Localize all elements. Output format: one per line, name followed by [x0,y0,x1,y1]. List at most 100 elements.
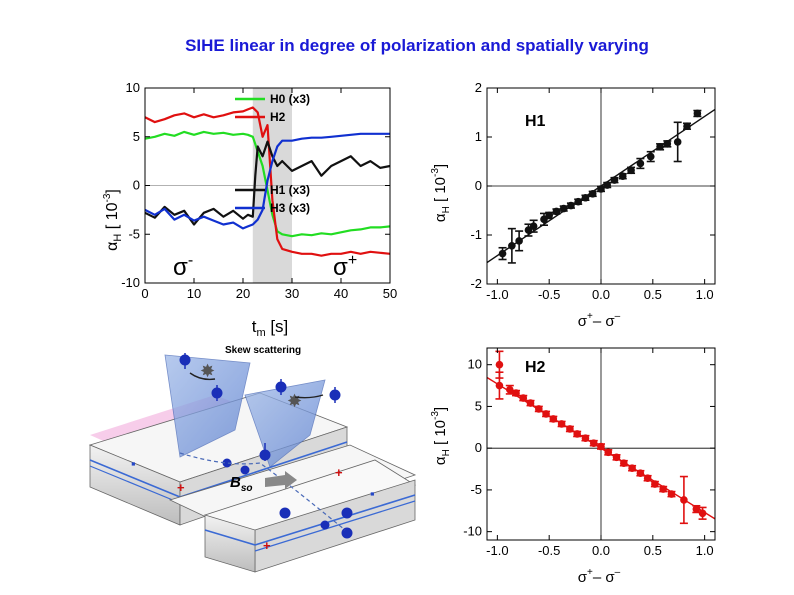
data-point [566,425,574,433]
data-point [581,434,590,442]
sigma-minus-sup: - [188,252,193,269]
impurity-star-icon: ✸ [200,361,215,381]
contact-plus-1: + [177,480,185,495]
x-tick-label: 50 [383,286,397,301]
y-tick-label: 2 [475,80,482,95]
data-point [588,190,597,198]
contact-plus-3: + [263,538,271,553]
data-point [673,138,682,146]
y-tick-label: 0 [475,440,482,455]
sigma-minus-label: σ- [173,252,193,281]
x-tick-label: 10 [187,286,201,301]
time-trace-ylabel: αH [ 10-3] [102,189,124,251]
y-tick-label: 10 [126,80,140,95]
x-tick-label: 0 [141,286,148,301]
data-point [610,176,619,184]
data-point [542,410,550,418]
data-point [526,399,535,407]
spin-electrons [179,353,353,539]
x-tick-label: 1.0 [696,543,714,558]
y-tick-label: 0 [133,178,140,193]
contact-minus-2: ▪ [370,486,375,501]
panel-label: H1 [525,113,546,130]
electron-path [179,452,346,531]
data-point [519,394,528,402]
h1-xlabel: σ+– σ– [578,311,621,330]
contact-minus-1: ▪ [131,456,136,471]
data-point [508,241,516,250]
y-tick-label: 5 [133,129,140,144]
x-tick-label: -0.5 [538,543,560,558]
data-point [693,109,702,118]
legend-label-h0: H0 (x3) [270,92,310,106]
h1-ylabel: αH [ 10-3] [430,164,452,222]
data-point [573,430,581,438]
data-point [552,207,561,216]
x-tick-label: 20 [236,286,250,301]
b-so-arrow [265,471,297,489]
h2-ylabel: αH [ 10-3] [430,407,452,465]
y-tick-label: 0 [475,178,482,193]
h2-xlabel: σ+– σ– [578,567,621,586]
legend-label-h3: H3 (x3) [270,201,310,215]
data-point [620,459,628,467]
y-tick-label: -10 [121,275,140,290]
legend-label-h2: H2 [270,110,286,124]
data-point [656,143,664,151]
y-tick-label: -10 [463,524,482,539]
panel-label: H2 [525,359,546,376]
data-point [659,485,667,493]
data-point [581,193,590,202]
legend-label-h1: H1 (x3) [270,183,310,197]
contact-plus-2: + [335,465,343,480]
y-tick-label: -1 [470,227,482,242]
x-tick-label: -0.5 [538,287,560,302]
data-point [535,405,543,413]
y-tick-label: 5 [475,398,482,413]
data-point [636,469,645,478]
data-point [651,480,659,488]
data-point [597,185,605,193]
sigma-plus-sup: + [348,252,357,269]
x-tick-label: 0.0 [592,287,610,302]
data-point [692,505,701,513]
x-tick-label: -1.0 [486,287,508,302]
series-line-h3 [144,132,390,230]
x-tick-label: 30 [285,286,299,301]
series-line-h0 [144,130,391,238]
data-point [549,415,558,423]
data-point [559,204,568,213]
data-point [628,464,636,473]
x-tick-label: 0.0 [592,543,610,558]
slide-title: SIHE linear in degree of polarization an… [185,36,649,55]
series-line-h2 [144,106,391,257]
data-point [643,474,652,483]
data-point [512,389,520,397]
h1-chart: -1.0 -0.5 0.0 0.5 1.0 -2 -1 0 1 2 H1 αH [ 10-3] σ+… [430,80,716,330]
data-point [604,448,613,457]
data-point [498,249,507,258]
data-point [545,211,553,220]
y-tick-label: 1 [475,129,482,144]
data-point [540,215,548,224]
data-point [683,122,691,131]
data-point [680,496,688,504]
data-point [589,439,598,447]
x-tick-label: 40 [334,286,348,301]
data-point [506,385,514,394]
data-point [597,442,605,451]
x-tick-label: 1.0 [696,287,714,302]
y-tick-label: -2 [470,276,482,291]
data-point [646,152,655,161]
data-point [515,237,523,245]
data-point [698,509,707,518]
data-point [567,201,575,210]
time-trace-xlabel: tm [s] [252,317,289,339]
series-line-h1 [144,140,391,226]
data-point [574,197,582,206]
data-point [627,166,635,175]
y-tick-label: 10 [468,357,482,372]
data-point [663,140,672,148]
sigma-plus-label: σ+ [333,252,357,281]
